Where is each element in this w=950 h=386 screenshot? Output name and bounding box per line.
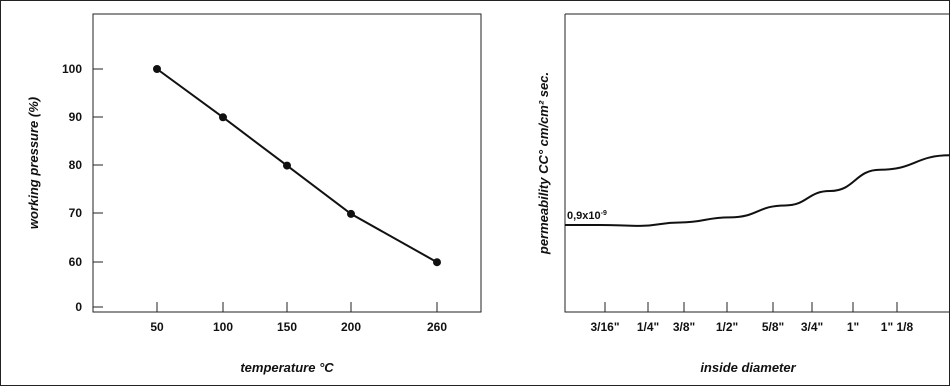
left-y-tick-label: 90 <box>69 110 83 124</box>
left-x-tick-label: 150 <box>277 320 297 334</box>
right-y-axis-title: permeability CC° cm/cm² sec. <box>536 72 551 255</box>
left-y-axis-title: working pressure (%) <box>26 97 41 229</box>
left-y-tick-label: 100 <box>62 62 82 76</box>
left-y-axis: 0 60 70 80 90 100 <box>62 62 103 314</box>
left-chart: 0 60 70 80 90 100 50 100 150 200 260 temperature … <box>26 13 482 375</box>
right-annotation-exp: -9 <box>601 210 607 217</box>
left-y-tick-label: 60 <box>69 255 83 269</box>
left-x-axis-title: temperature °C <box>240 360 334 375</box>
left-x-tick-label: 50 <box>150 320 164 334</box>
left-data-point <box>433 258 441 267</box>
right-x-tick-label: 1/2" <box>716 320 738 334</box>
right-x-tick-label: 1/4" <box>637 320 659 334</box>
right-plot-frame <box>564 14 950 313</box>
right-chart: 3/16" 1/4" 3/8" 1/2" 5/8" 3/4" 1" 1" 1/8 0,9x10… <box>536 13 950 375</box>
left-x-tick-label: 260 <box>427 320 447 334</box>
right-x-tick-label: 5/8" <box>762 320 784 334</box>
right-annotation: 0,9x10-9 <box>567 210 607 222</box>
left-data-point <box>347 209 355 218</box>
left-y-tick-label: 80 <box>69 158 83 172</box>
right-series-line <box>564 154 950 227</box>
right-x-tick-label: 3/16" <box>590 320 619 334</box>
right-x-axis: 3/16" 1/4" 3/8" 1/2" 5/8" 3/4" 1" 1" 1/8 <box>590 302 914 334</box>
left-x-axis: 50 100 150 200 260 <box>150 302 447 334</box>
right-x-tick-label: 1" <box>847 320 859 334</box>
left-series-points <box>153 65 441 267</box>
left-data-point <box>283 161 291 170</box>
left-data-point <box>219 113 227 122</box>
left-series-line <box>156 68 438 264</box>
left-x-tick-label: 200 <box>341 320 361 334</box>
left-y-tick-label: 0 <box>75 300 82 314</box>
left-x-tick-label: 100 <box>213 320 233 334</box>
right-x-tick-label: 1" 1/8 <box>881 320 914 334</box>
right-x-tick-label: 3/8" <box>673 320 695 334</box>
right-annotation-base: 0,9x10 <box>567 210 601 222</box>
left-y-tick-label: 70 <box>69 206 83 220</box>
right-x-tick-label: 3/4" <box>801 320 823 334</box>
left-data-point <box>153 65 161 73</box>
right-x-axis-title: inside diameter <box>700 360 796 375</box>
